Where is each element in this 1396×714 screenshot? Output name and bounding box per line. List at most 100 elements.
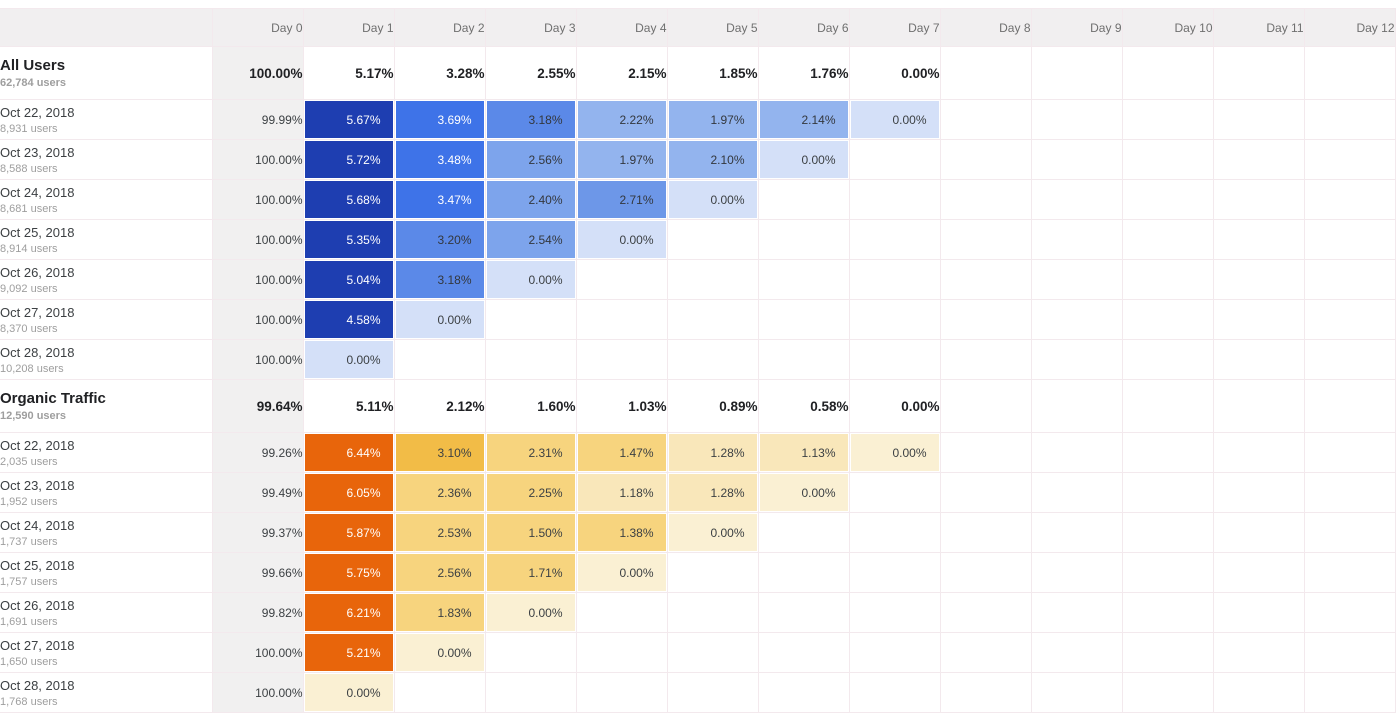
empty-cell xyxy=(1030,552,1123,593)
heatmap-cell: 2.54% xyxy=(484,219,577,260)
corner-cell xyxy=(0,8,213,47)
empty-cell xyxy=(757,632,850,673)
empty-cell xyxy=(1212,592,1305,633)
heatmap-cell: 2.56% xyxy=(393,552,486,593)
cohort-row: Oct 24, 2018 1,737 users 99.37% 5.87% 2.53% 1… xyxy=(0,512,1396,553)
cohort-date: Oct 25, 2018 xyxy=(0,224,75,240)
column-header-row: Day 0 Day 1 Day 2 Day 3 Day 4 Day 5 Day 6 Day 7… xyxy=(0,8,1396,47)
empty-cell xyxy=(757,339,850,380)
cohort-date-cell: Oct 26, 2018 1,691 users xyxy=(0,592,213,633)
empty-cell xyxy=(939,379,1032,433)
cohort-user-count: 9,092 users xyxy=(0,282,58,295)
empty-cell xyxy=(666,339,759,380)
heatmap-cell-value: 2.25% xyxy=(486,474,575,511)
column-header-day-7: Day 7 xyxy=(848,8,941,47)
column-header-day-9: Day 9 xyxy=(1030,8,1123,47)
heatmap-cell-value: 1.28% xyxy=(668,474,757,511)
heatmap-cell: 6.21% xyxy=(302,592,395,633)
empty-cell xyxy=(757,259,850,300)
heatmap-cell: 3.20% xyxy=(393,219,486,260)
day0-cell: 99.49% xyxy=(211,472,304,513)
empty-cell xyxy=(848,592,941,633)
cohort-user-count: 1,691 users xyxy=(0,615,58,628)
cohort-user-count: 1,650 users xyxy=(0,655,58,668)
empty-cell xyxy=(1212,472,1305,513)
heatmap-cell: 4.58% xyxy=(302,299,395,340)
summary-cell-day-7: 0.00% xyxy=(848,46,941,100)
cohort-date: Oct 26, 2018 xyxy=(0,264,75,280)
cohort-table: Day 0 Day 1 Day 2 Day 3 Day 4 Day 5 Day 6 Day 7… xyxy=(0,8,1396,713)
empty-cell xyxy=(666,632,759,673)
summary-cell-day-4: 2.15% xyxy=(575,46,668,100)
empty-cell xyxy=(1212,259,1305,300)
empty-cell xyxy=(1030,379,1123,433)
heatmap-cell-value: 5.68% xyxy=(304,181,393,218)
cohort-row: Oct 27, 2018 8,370 users 100.00% 4.58% 0.00% xyxy=(0,299,1396,340)
empty-cell xyxy=(848,472,941,513)
empty-cell xyxy=(939,219,1032,260)
empty-cell xyxy=(757,219,850,260)
heatmap-cell: 0.00% xyxy=(393,632,486,673)
cohort-date: Oct 27, 2018 xyxy=(0,304,75,320)
cohort-date: Oct 24, 2018 xyxy=(0,517,75,533)
heatmap-cell: 0.00% xyxy=(393,299,486,340)
empty-cell xyxy=(1303,259,1396,300)
section-label-cell: Organic Traffic 12,590 users xyxy=(0,379,213,433)
empty-cell xyxy=(848,139,941,180)
cohort-table-scroll-area[interactable]: Day 0 Day 1 Day 2 Day 3 Day 4 Day 5 Day 6 Day 7… xyxy=(0,8,1396,713)
cohort-date-cell: Oct 24, 2018 8,681 users xyxy=(0,179,213,220)
heatmap-cell-value: 0.00% xyxy=(668,514,757,551)
cohort-row: Oct 28, 2018 1,768 users 100.00% 0.00% xyxy=(0,672,1396,713)
heatmap-cell: 5.68% xyxy=(302,179,395,220)
empty-cell xyxy=(848,632,941,673)
empty-cell xyxy=(1121,99,1214,140)
heatmap-cell: 5.87% xyxy=(302,512,395,553)
empty-cell xyxy=(1303,472,1396,513)
empty-cell xyxy=(1212,379,1305,433)
column-header-day-3: Day 3 xyxy=(484,8,577,47)
cohort-user-count: 1,952 users xyxy=(0,495,58,508)
empty-cell xyxy=(1212,552,1305,593)
empty-cell xyxy=(1303,552,1396,593)
empty-cell xyxy=(939,46,1032,100)
empty-cell xyxy=(939,592,1032,633)
heatmap-cell: 6.05% xyxy=(302,472,395,513)
heatmap-cell: 5.75% xyxy=(302,552,395,593)
heatmap-cell-value: 1.38% xyxy=(577,514,666,551)
cohort-date-cell: Oct 27, 2018 8,370 users xyxy=(0,299,213,340)
empty-cell xyxy=(1303,99,1396,140)
empty-cell xyxy=(1303,139,1396,180)
section-name: All Users xyxy=(0,57,66,74)
heatmap-cell-value: 1.71% xyxy=(486,554,575,591)
heatmap-cell: 0.00% xyxy=(666,179,759,220)
empty-cell xyxy=(757,299,850,340)
empty-cell xyxy=(1121,632,1214,673)
heatmap-cell: 0.00% xyxy=(848,432,941,473)
empty-cell xyxy=(848,672,941,713)
summary-cell-day-5: 1.85% xyxy=(666,46,759,100)
empty-cell xyxy=(1030,259,1123,300)
summary-cell-day-3: 1.60% xyxy=(484,379,577,433)
empty-cell xyxy=(1303,179,1396,220)
day0-cell: 100.00% xyxy=(211,179,304,220)
cohort-date-cell: Oct 28, 2018 1,768 users xyxy=(0,672,213,713)
heatmap-cell: 1.71% xyxy=(484,552,577,593)
empty-cell xyxy=(1030,512,1123,553)
heatmap-cell: 3.10% xyxy=(393,432,486,473)
heatmap-cell: 3.69% xyxy=(393,99,486,140)
empty-cell xyxy=(939,472,1032,513)
empty-cell xyxy=(939,632,1032,673)
empty-cell xyxy=(575,672,668,713)
empty-cell xyxy=(939,179,1032,220)
day0-cell: 100.00% xyxy=(211,139,304,180)
empty-cell xyxy=(939,432,1032,473)
heatmap-cell: 0.00% xyxy=(757,472,850,513)
empty-cell xyxy=(1121,379,1214,433)
summary-cell-day-3: 2.55% xyxy=(484,46,577,100)
heatmap-cell: 5.21% xyxy=(302,632,395,673)
empty-cell xyxy=(848,299,941,340)
heatmap-cell: 3.48% xyxy=(393,139,486,180)
empty-cell xyxy=(1303,46,1396,100)
day0-cell: 100.00% xyxy=(211,219,304,260)
heatmap-cell: 5.35% xyxy=(302,219,395,260)
